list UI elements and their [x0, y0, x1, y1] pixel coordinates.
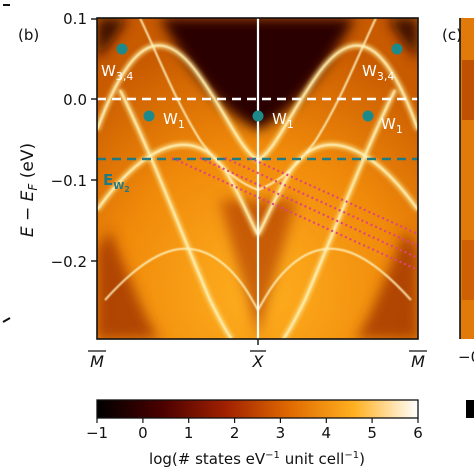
y-ticks	[91, 18, 97, 262]
colorbar-tick-label: 5	[367, 424, 377, 442]
label-w1-a: W1	[163, 110, 185, 131]
colorbar-label: log(# states eV−1 unit cell−1)	[149, 450, 365, 468]
colorbar-tick-label: 3	[276, 424, 286, 442]
weyl-point-w1-b	[252, 110, 264, 122]
colorbar-ticks	[96, 418, 419, 423]
panel-c-partial: (c) −0	[442, 18, 474, 418]
colorbar-gradient	[96, 399, 419, 419]
weyl-point-w34-left	[116, 43, 128, 55]
y-axis-label: E − EF (eV)	[18, 143, 40, 237]
label-w1-b: W1	[272, 110, 294, 131]
label-w34-left: W3,4	[101, 62, 133, 83]
label-ew2: EW2	[103, 171, 130, 194]
y-tick-labels: 0.1 0.0 −0.1 −0.2	[51, 10, 87, 271]
label-w1-c: W1	[381, 115, 403, 136]
panel-c-partial-tick: −0	[458, 348, 474, 366]
x-tick-label-m-left: M	[90, 352, 104, 371]
label-w34-right: W3,4	[362, 62, 394, 83]
colorbar: −1 0 1 2 3 4 5 6 log(# states eV−1 unit …	[86, 399, 423, 468]
colorbar-tick-label: 4	[322, 424, 332, 442]
colorbar-tick-label: −1	[86, 424, 108, 442]
panel-b-label: (b)	[18, 26, 39, 44]
panel-c-label: (c)	[442, 26, 462, 44]
x-tick-label-m-right: M	[411, 352, 425, 371]
connector-lines	[171, 156, 418, 272]
y-tick-label: −0.2	[51, 253, 87, 271]
left-edge-fragment-2	[2, 317, 11, 323]
x-tick-label-x: X	[252, 352, 265, 371]
colorbar-tick-label: 0	[138, 424, 148, 442]
weyl-point-w1-c	[362, 110, 374, 122]
y-tick-label: −0.1	[51, 172, 87, 190]
colorbar-tick-labels: −1 0 1 2 3 4 5 6	[86, 424, 423, 442]
spectral-plot	[97, 18, 418, 339]
y-tick-label: 0.1	[63, 10, 87, 28]
weyl-points	[116, 43, 403, 122]
weyl-point-w34-right	[391, 43, 403, 55]
colorbar-tick-label: 1	[184, 424, 194, 442]
weyl-point-w1-a	[143, 110, 155, 122]
y-tick-label: 0.0	[63, 91, 87, 109]
colorbar-tick-label: 2	[230, 424, 240, 442]
weyl-labels: W3,4 W3,4 W1 W1 W1	[101, 62, 403, 136]
x-tick-labels: M X M	[88, 350, 427, 371]
colorbar-tick-label: 6	[413, 424, 423, 442]
